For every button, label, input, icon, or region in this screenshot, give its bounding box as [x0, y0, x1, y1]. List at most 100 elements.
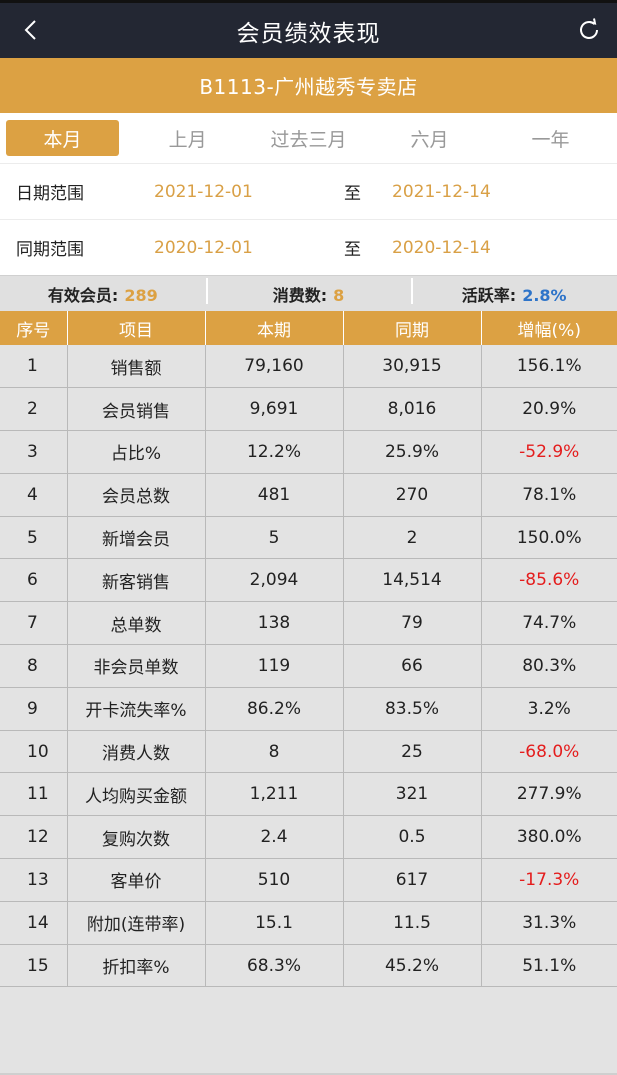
cell-previous: 321: [343, 772, 482, 817]
chevron-left-icon[interactable]: [18, 16, 46, 44]
cell-current: 1,211: [205, 772, 344, 817]
table-row: 2 会员销售 9,691 8,016 20.9%: [0, 387, 617, 432]
cell-growth: 78.1%: [481, 473, 617, 517]
compare-range-row: 同期范围 2020-12-01 至 2020-12-14: [0, 219, 617, 275]
column-header-current: 本期: [205, 311, 344, 345]
date-range-start[interactable]: 2021-12-01: [154, 181, 253, 202]
stat-active-rate: 活跃率: 2.8%: [411, 277, 617, 306]
table-row: 4 会员总数 481 270 78.1%: [0, 473, 617, 517]
cell-growth: 150.0%: [481, 516, 617, 560]
tab-one-year[interactable]: 一年: [531, 128, 570, 151]
cell-previous: 83.5%: [343, 687, 482, 731]
top-navigation-bar: 会员绩效表现: [0, 0, 617, 58]
compare-range-start[interactable]: 2020-12-01: [154, 237, 253, 258]
cell-growth: 31.3%: [481, 901, 617, 945]
cell-previous: 8,016: [343, 387, 482, 432]
column-header-previous: 同期: [343, 311, 482, 345]
cell-current: 5: [205, 516, 344, 560]
table-row: 3 占比% 12.2% 25.9% -52.9%: [0, 430, 617, 474]
cell-index: 9: [0, 687, 68, 731]
cell-item: 销售额: [67, 345, 206, 389]
cell-growth: 74.7%: [481, 601, 617, 646]
cell-index: 3: [0, 430, 68, 474]
cell-item: 新增会员: [67, 516, 206, 560]
date-range-label: 日期范围: [16, 184, 84, 204]
cell-previous: 14,514: [343, 558, 482, 603]
cell-item: 新客销售: [67, 558, 206, 603]
cell-item: 折扣率%: [67, 944, 206, 988]
cell-previous: 0.5: [343, 815, 482, 860]
cell-previous: 30,915: [343, 345, 482, 389]
tab-this-month[interactable]: 本月: [6, 120, 120, 156]
cell-index: 6: [0, 558, 68, 603]
cell-index: 10: [0, 730, 68, 774]
cell-current: 9,691: [205, 387, 344, 432]
cell-index: 15: [0, 944, 68, 988]
store-name-banner: B1113-广州越秀专卖店: [0, 58, 617, 113]
cell-growth: -85.6%: [481, 558, 617, 603]
tab-six-months[interactable]: 六月: [410, 128, 449, 151]
compare-range-label: 同期范围: [16, 240, 84, 260]
performance-table: 序号 项目 本期 同期 增幅(%) 1 销售额 79,160 30,915 156.1%…: [0, 311, 617, 988]
stat-label: 有效会员:: [47, 285, 119, 305]
cell-index: 5: [0, 516, 68, 560]
refresh-icon[interactable]: [575, 16, 603, 44]
cell-index: 2: [0, 387, 68, 432]
cell-growth: -68.0%: [481, 730, 617, 774]
tab-past-three-months[interactable]: 过去三月: [270, 128, 347, 151]
cell-current: 12.2%: [205, 430, 344, 474]
stat-label: 消费数:: [272, 285, 328, 305]
column-header-growth: 增幅(%): [481, 311, 617, 345]
cell-item: 开卡流失率%: [67, 687, 206, 731]
cell-previous: 270: [343, 473, 482, 517]
stat-label: 活跃率:: [461, 285, 517, 305]
table-row: 7 总单数 138 79 74.7%: [0, 601, 617, 646]
cell-growth: 51.1%: [481, 944, 617, 988]
cell-index: 7: [0, 601, 68, 646]
cell-index: 12: [0, 815, 68, 860]
cell-growth: 380.0%: [481, 815, 617, 860]
cell-previous: 2: [343, 516, 482, 560]
table-row: 15 折扣率% 68.3% 45.2% 51.1%: [0, 944, 617, 988]
cell-item: 附加(连带率): [67, 901, 206, 945]
tab-last-month[interactable]: 上月: [168, 128, 207, 151]
cell-index: 1: [0, 345, 68, 389]
cell-growth: 20.9%: [481, 387, 617, 432]
table-row: 8 非会员单数 119 66 80.3%: [0, 644, 617, 688]
cell-current: 510: [205, 858, 344, 902]
table-row: 1 销售额 79,160 30,915 156.1%: [0, 345, 617, 389]
cell-growth: -52.9%: [481, 430, 617, 474]
cell-index: 11: [0, 772, 68, 817]
date-range-row: 日期范围 2021-12-01 至 2021-12-14: [0, 163, 617, 219]
cell-item: 非会员单数: [67, 644, 206, 688]
cell-item: 占比%: [67, 430, 206, 474]
stat-consumption-count: 消费数: 8: [205, 277, 412, 306]
cell-item: 总单数: [67, 601, 206, 646]
cell-index: 8: [0, 644, 68, 688]
cell-previous: 25: [343, 730, 482, 774]
cell-current: 8: [205, 730, 344, 774]
stat-valid-members: 有效会员: 289: [0, 282, 206, 306]
cell-current: 481: [205, 473, 344, 517]
cell-previous: 79: [343, 601, 482, 646]
cell-item: 人均购买金额: [67, 772, 206, 817]
cell-item: 会员销售: [67, 387, 206, 432]
date-range-end[interactable]: 2021-12-14: [392, 181, 491, 202]
cell-item: 复购次数: [67, 815, 206, 860]
cell-growth: 156.1%: [481, 345, 617, 389]
cell-index: 13: [0, 858, 68, 902]
column-header-index: 序号: [0, 311, 68, 345]
cell-previous: 11.5: [343, 901, 482, 945]
compare-range-end[interactable]: 2020-12-14: [392, 237, 491, 258]
cell-growth: 277.9%: [481, 772, 617, 817]
cell-item: 客单价: [67, 858, 206, 902]
cell-previous: 45.2%: [343, 944, 482, 988]
table-header-row: 序号 项目 本期 同期 增幅(%): [0, 311, 617, 345]
cell-current: 86.2%: [205, 687, 344, 731]
column-header-item: 项目: [67, 311, 206, 345]
cell-current: 2.4: [205, 815, 344, 860]
table-row: 12 复购次数 2.4 0.5 380.0%: [0, 815, 617, 860]
cell-growth: 80.3%: [481, 644, 617, 688]
stat-value: 8: [333, 285, 345, 305]
page-title: 会员绩效表现: [236, 20, 381, 47]
